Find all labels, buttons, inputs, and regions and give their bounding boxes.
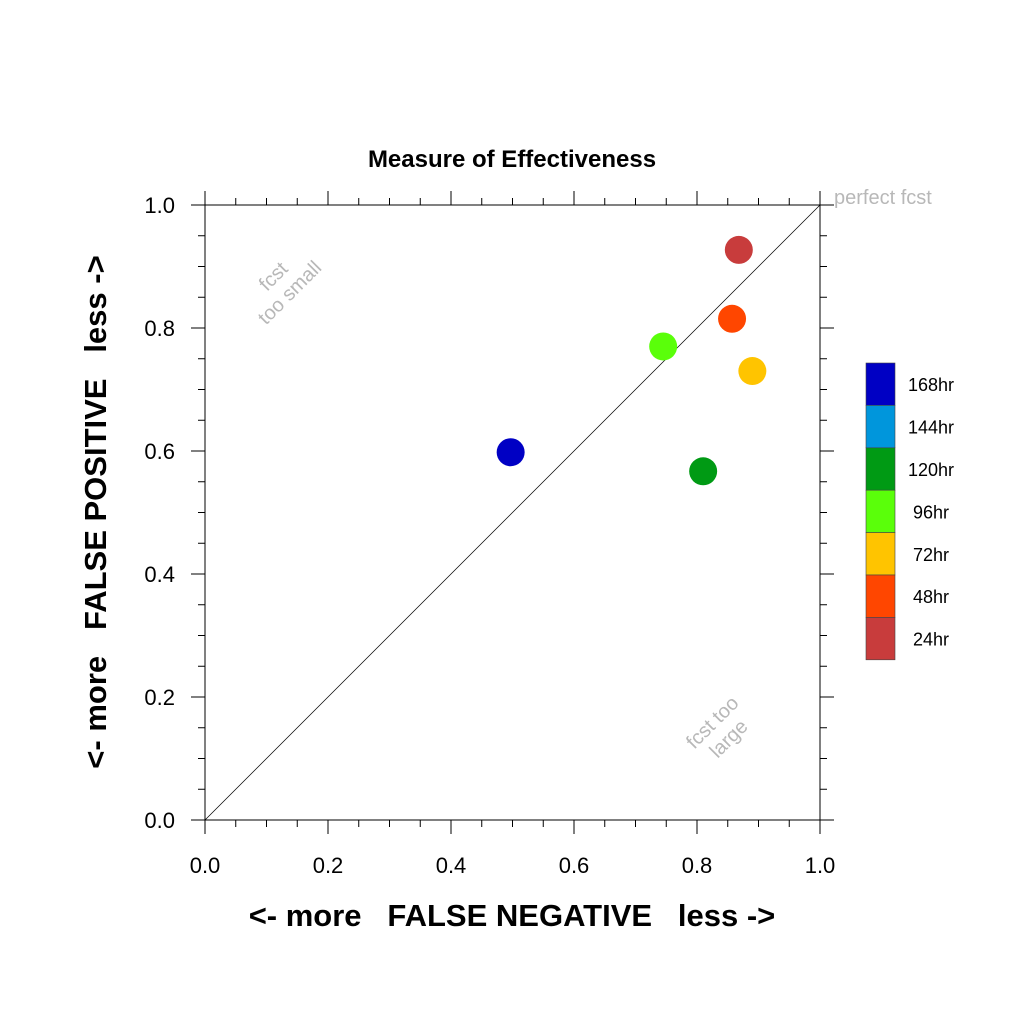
legend-label: 120hr [908,460,954,480]
y-tick-label: 0.0 [144,808,175,833]
legend-label: 24hr [913,630,949,650]
x-tick-label: 0.0 [190,853,221,878]
data-point-96hr [649,332,678,361]
x-tick-label: 0.2 [313,853,344,878]
data-point-24hr [724,235,753,264]
legend-label: 96hr [913,502,949,522]
axis-ticks [191,191,834,834]
y-tick-label: 1.0 [144,193,175,218]
chart-title: Measure of Effectiveness [368,146,656,173]
diagonal-line [204,204,821,821]
y-tick-label: 0.6 [144,439,175,464]
annotation-fcst-too-large: fcst too large [682,692,752,762]
annotation-fcst-too-small: fcst too small [254,257,326,329]
data-point-120hr [689,457,718,486]
annotation-small-line-2: too small [254,257,326,329]
legend-swatch-24hr [865,617,896,661]
legend-swatch-96hr [865,489,896,533]
legend-swatch-144hr [865,405,896,449]
legend-swatch-72hr [865,532,896,576]
legend-label: 72hr [913,545,949,565]
x-tick-label: 1.0 [805,853,836,878]
x-tick-label: 0.6 [559,853,590,878]
data-point-168hr [496,438,525,467]
y-axis-label: <- more FALSE POSITIVE less -> [78,255,113,768]
data-point-72hr [738,357,767,386]
y-tick-label: 0.8 [144,316,175,341]
legend-swatch-120hr [865,447,896,491]
legend-label: 168hr [908,375,954,395]
data-points [496,235,767,486]
x-tick-label: 0.8 [682,853,713,878]
tick-labels: 0.0 0.2 0.4 0.6 0.8 1.0 0.0 0.2 0.4 0.6 0.8 1.0 [144,193,835,878]
legend-label: 144hr [908,418,954,438]
annotation-perfect-fcst: perfect fcst [834,187,932,209]
y-tick-label: 0.4 [144,562,175,587]
legend-swatch-168hr [865,362,896,406]
x-tick-label: 0.4 [436,853,467,878]
x-axis-label: <- more FALSE NEGATIVE less -> [249,898,776,933]
legend: 168hr 144hr 120hr 96hr 72hr 48hr 24hr [865,362,954,661]
data-point-48hr [718,304,747,333]
plot-area: 0.0 0.2 0.4 0.6 0.8 1.0 0.0 0.2 0.4 0.6 0.8 1.0 [144,191,835,878]
legend-label: 48hr [913,587,949,607]
legend-swatch-48hr [865,574,896,618]
y-tick-label: 0.2 [144,685,175,710]
